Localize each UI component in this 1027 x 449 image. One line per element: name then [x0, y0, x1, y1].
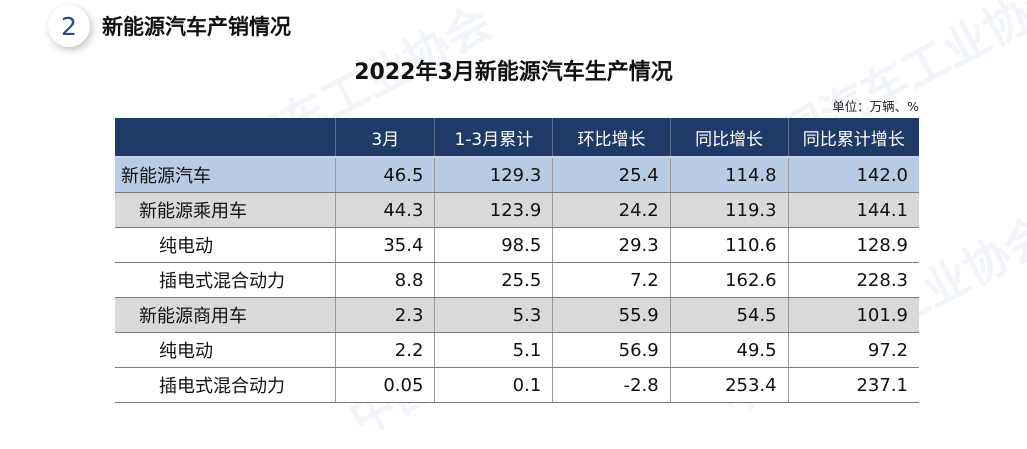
table-row: 纯电动 2.2 5.1 56.9 49.5 97.2 [115, 332, 919, 368]
table-cell: 54.5 [670, 297, 789, 333]
table-cell: 29.3 [552, 227, 671, 263]
table-row: 新能源汽车 46.5 129.3 25.4 114.8 142.0 [115, 157, 919, 193]
table-cell: 162.6 [670, 262, 789, 298]
table-cell: 98.5 [434, 227, 554, 263]
table-cell: 101.9 [788, 297, 919, 333]
table-cell: 25.5 [434, 262, 554, 298]
table-header-row: 3月 1-3月累计 环比增长 同比增长 同比累计增长 [115, 118, 919, 158]
table-cell: 8.8 [335, 262, 436, 298]
table-cell: 49.5 [670, 332, 789, 368]
column-header: 1-3月累计 [434, 118, 554, 158]
table-cell: 142.0 [788, 157, 919, 193]
table-cell: 56.9 [552, 332, 671, 368]
table-cell: 0.1 [434, 367, 554, 403]
column-header: 3月 [335, 118, 436, 158]
table-cell: 228.3 [788, 262, 919, 298]
row-label: 插电式混合动力 [115, 367, 337, 403]
table-cell: 144.1 [788, 192, 919, 228]
table-cell: 55.9 [552, 297, 671, 333]
table-cell: -2.8 [552, 367, 671, 403]
column-header [115, 118, 337, 158]
table-cell: 44.3 [335, 192, 436, 228]
row-label: 纯电动 [115, 332, 337, 368]
table-row: 新能源商用车 2.3 5.3 55.9 54.5 101.9 [115, 297, 919, 333]
table-cell: 110.6 [670, 227, 789, 263]
column-header: 同比增长 [670, 118, 789, 158]
table-cell: 0.05 [335, 367, 436, 403]
table-cell: 123.9 [434, 192, 554, 228]
page-title: 2022年3月新能源汽车生产情况 [354, 60, 673, 85]
production-table: 3月 1-3月累计 环比增长 同比增长 同比累计增长 新能源汽车 46.5 12… [115, 118, 919, 403]
unit-label: 单位：万辆、% [832, 99, 919, 114]
table-cell: 114.8 [670, 157, 789, 193]
table-row: 插电式混合动力 0.05 0.1 -2.8 253.4 237.1 [115, 367, 919, 403]
column-header: 环比增长 [552, 118, 671, 158]
table-row: 新能源乘用车 44.3 123.9 24.2 119.3 144.1 [115, 192, 919, 228]
table-cell: 24.2 [552, 192, 671, 228]
row-label: 新能源商用车 [115, 297, 337, 333]
table-cell: 35.4 [335, 227, 436, 263]
section-number-badge: 2 [48, 5, 90, 47]
table-cell: 129.3 [434, 157, 554, 193]
table-cell: 119.3 [670, 192, 789, 228]
column-header: 同比累计增长 [788, 118, 919, 158]
table-cell: 5.1 [434, 332, 554, 368]
table-row: 插电式混合动力 8.8 25.5 7.2 162.6 228.3 [115, 262, 919, 298]
row-label: 新能源汽车 [115, 157, 337, 193]
row-label: 插电式混合动力 [115, 262, 337, 298]
table-cell: 253.4 [670, 367, 789, 403]
table-cell: 2.2 [335, 332, 436, 368]
table-cell: 237.1 [788, 367, 919, 403]
row-label: 纯电动 [115, 227, 337, 263]
section-header: 2 新能源汽车产销情况 [48, 4, 291, 48]
table-cell: 7.2 [552, 262, 671, 298]
table-cell: 97.2 [788, 332, 919, 368]
table-cell: 128.9 [788, 227, 919, 263]
table-cell: 25.4 [552, 157, 671, 193]
table-row: 纯电动 35.4 98.5 29.3 110.6 128.9 [115, 227, 919, 263]
row-label: 新能源乘用车 [115, 192, 337, 228]
table-cell: 5.3 [434, 297, 554, 333]
table-cell: 46.5 [335, 157, 436, 193]
table-cell: 2.3 [335, 297, 436, 333]
section-title: 新能源汽车产销情况 [102, 15, 291, 39]
